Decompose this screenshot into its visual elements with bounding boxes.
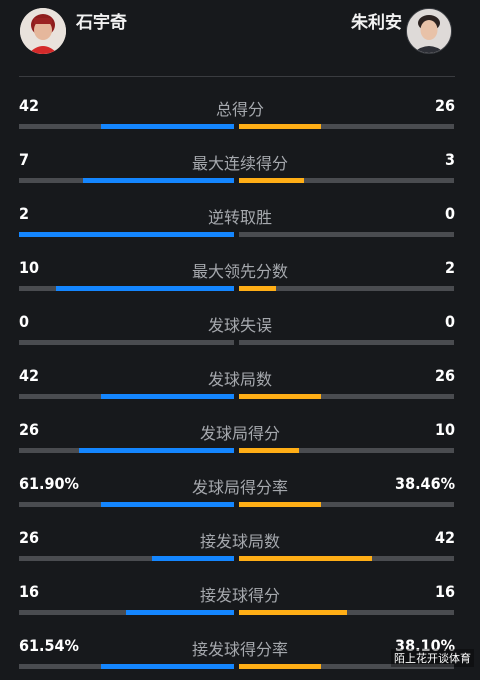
stat-label: 总得分 [215, 100, 264, 119]
left-value: 2 [19, 204, 30, 223]
stat-row: 42 发球局数 26 [0, 356, 480, 410]
right-value: 38.10% [395, 636, 455, 655]
right-player-avatar[interactable] [406, 8, 452, 54]
right-bar-track [239, 124, 454, 129]
stat-label: 最大领先分数 [191, 262, 288, 281]
left-bar-track [19, 232, 234, 237]
left-value: 42 [19, 96, 40, 115]
right-bar-track [239, 340, 454, 345]
stat-label: 发球失误 [207, 316, 272, 335]
left-value: 16 [19, 582, 40, 601]
left-bar-track [19, 610, 234, 615]
left-bar-fill [101, 124, 234, 129]
stat-label: 接发球得分率 [191, 640, 288, 659]
stat-row: 0 发球失误 0 [0, 302, 480, 356]
stat-row: 61.54% 接发球得分率 38.10% [0, 626, 480, 680]
right-value: 3 [444, 150, 455, 169]
right-bar-track [239, 502, 454, 507]
left-bar-track [19, 502, 234, 507]
right-bar-fill [239, 610, 347, 615]
right-value: 26 [434, 366, 455, 385]
right-value: 42 [434, 528, 455, 547]
left-player-avatar[interactable] [20, 8, 66, 54]
player-photo-icon [407, 9, 451, 53]
left-bar-fill [101, 502, 234, 507]
left-value: 26 [19, 420, 40, 439]
right-value: 38.46% [395, 474, 455, 493]
left-value: 42 [19, 366, 40, 385]
stat-row: 26 发球局得分 10 [0, 410, 480, 464]
left-value: 10 [19, 258, 40, 277]
stat-row: 2 逆转取胜 0 [0, 194, 480, 248]
right-value: 26 [434, 96, 455, 115]
left-bar-track [19, 664, 234, 669]
left-bar-fill [19, 232, 234, 237]
stat-label: 发球局得分 [199, 424, 280, 443]
left-bar-track [19, 178, 234, 183]
right-value: 2 [444, 258, 455, 277]
right-bar-fill [239, 664, 321, 669]
stat-label: 发球局得分率 [191, 478, 288, 497]
left-value: 0 [19, 312, 30, 331]
left-bar-track [19, 286, 234, 291]
left-value: 61.54% [19, 636, 79, 655]
right-bar-track [239, 664, 454, 669]
left-bar-fill [101, 664, 234, 669]
right-value: 10 [434, 420, 455, 439]
stats-list: 42 总得分 26 7 最大连续得分 3 2 逆转取胜 0 10 最大领先分数 2 0 发球失误 0 42 发球… [0, 86, 480, 680]
left-bar-fill [101, 394, 234, 399]
left-value: 26 [19, 528, 40, 547]
stat-row: 61.90% 发球局得分率 38.46% [0, 464, 480, 518]
left-bar-fill [83, 178, 234, 183]
right-bar-fill [239, 394, 321, 399]
stat-row: 16 接发球得分 16 [0, 572, 480, 626]
left-bar-track [19, 448, 234, 453]
right-bar-fill [239, 286, 276, 291]
stat-row: 10 最大领先分数 2 [0, 248, 480, 302]
right-value: 16 [434, 582, 455, 601]
left-bar-fill [56, 286, 234, 291]
right-bar-track [239, 448, 454, 453]
left-bar-track [19, 124, 234, 129]
right-bar-track [239, 178, 454, 183]
right-bar-track [239, 610, 454, 615]
right-bar-fill [239, 448, 299, 453]
stat-row: 26 接发球局数 42 [0, 518, 480, 572]
player-photo-icon [20, 8, 66, 54]
stat-label: 发球局数 [207, 370, 272, 389]
right-bar-fill [239, 178, 304, 183]
left-bar-track [19, 340, 234, 345]
left-bar-track [19, 556, 234, 561]
right-bar-fill [239, 124, 321, 129]
stat-row: 7 最大连续得分 3 [0, 140, 480, 194]
header-divider [19, 76, 455, 77]
right-bar-track [239, 232, 454, 237]
left-bar-fill [126, 610, 234, 615]
stat-label: 接发球局数 [199, 532, 280, 551]
watermark: 陌上花开谈体育 [391, 649, 474, 667]
right-bar-track [239, 556, 454, 561]
stat-row: 42 总得分 26 [0, 86, 480, 140]
right-bar-track [239, 394, 454, 399]
stat-label: 接发球得分 [199, 586, 280, 605]
stat-label: 逆转取胜 [207, 208, 272, 227]
right-bar-fill [239, 502, 321, 507]
right-bar-fill [239, 556, 372, 561]
left-value: 7 [19, 150, 30, 169]
match-header: 石宇奇 朱利安 [0, 0, 480, 78]
right-value: 0 [444, 312, 455, 331]
left-value: 61.90% [19, 474, 79, 493]
left-bar-fill [79, 448, 234, 453]
left-player-name[interactable]: 石宇奇 [76, 13, 127, 33]
right-bar-track [239, 286, 454, 291]
right-player-name[interactable]: 朱利安 [351, 13, 402, 33]
right-value: 0 [444, 204, 455, 223]
left-bar-fill [152, 556, 234, 561]
stat-label: 最大连续得分 [191, 154, 288, 173]
left-bar-track [19, 394, 234, 399]
